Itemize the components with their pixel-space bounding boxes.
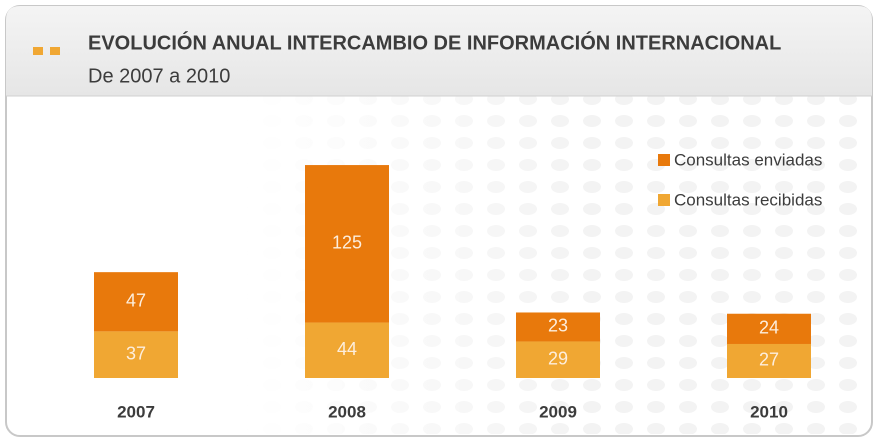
bar-segment (727, 343, 811, 378)
x-tick-label: 2008 (328, 402, 366, 421)
title-icon (50, 47, 60, 55)
x-tick-label: 2010 (750, 402, 788, 421)
bar-segment (516, 341, 600, 378)
legend-label: Consultas enviadas (674, 150, 822, 169)
data-label: 44 (337, 339, 357, 359)
data-label: 125 (332, 233, 362, 253)
bar-segment (305, 165, 389, 323)
dot-fade (240, 96, 590, 434)
legend-swatch (658, 194, 670, 206)
data-label: 29 (548, 348, 568, 368)
bar-segment (94, 272, 178, 332)
bar-segment (516, 312, 600, 342)
legend-swatch (658, 154, 670, 166)
chart-title: EVOLUCIÓN ANUAL INTERCAMBIO DE INFORMACI… (88, 30, 781, 54)
header (6, 6, 872, 96)
x-tick-label: 2009 (539, 402, 577, 421)
data-label: 47 (126, 291, 146, 311)
bar-segment (727, 313, 811, 344)
data-label: 27 (759, 350, 779, 370)
legend-label: Consultas recibidas (674, 190, 822, 209)
chart-subtitle: De 2007 a 2010 (88, 65, 230, 87)
bar-segment (94, 331, 178, 378)
bar-segment (305, 322, 389, 378)
title-icon (33, 47, 43, 55)
data-label: 24 (759, 318, 779, 338)
x-tick-label: 2007 (117, 402, 155, 421)
data-label: 23 (548, 316, 568, 336)
data-label: 37 (126, 343, 146, 363)
